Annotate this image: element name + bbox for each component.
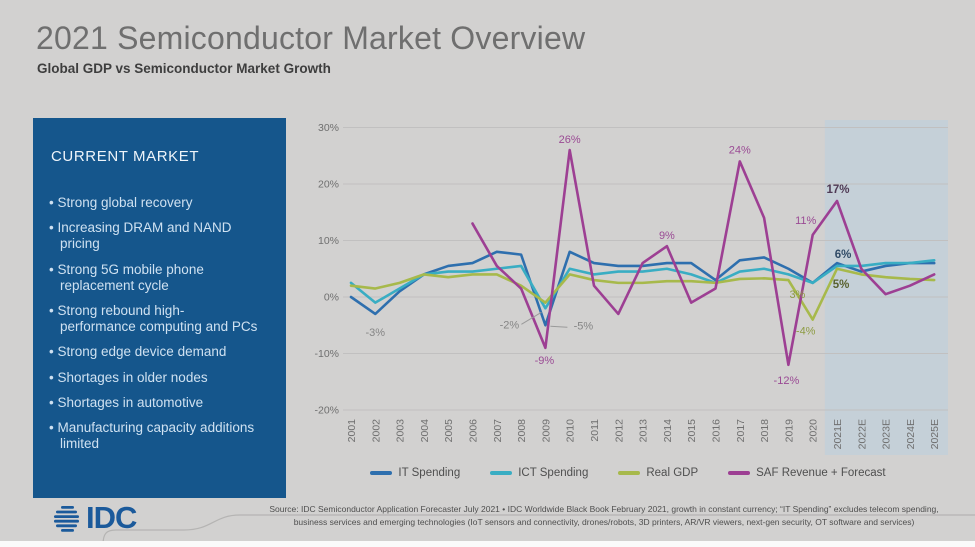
data-label: 6% xyxy=(835,249,852,261)
data-label: 3% xyxy=(789,289,805,301)
annotation-leader xyxy=(550,325,568,328)
market-bullet: Strong rebound high-performance computin… xyxy=(49,303,258,335)
x-tick-label: 2003 xyxy=(395,419,407,443)
legend-label: Real GDP xyxy=(646,467,699,479)
x-tick-label: 2005 xyxy=(443,419,455,443)
data-label: -2% xyxy=(500,319,520,331)
legend-item: IT Spending xyxy=(370,467,460,479)
series-line-saf-revenue-forecast xyxy=(471,148,936,367)
market-bullet: Shortages in older nodes xyxy=(49,370,258,386)
annotation-leader xyxy=(521,311,542,325)
data-label: 17% xyxy=(826,184,849,196)
y-tick-label: 0% xyxy=(324,292,339,304)
market-bullet: Increasing DRAM and NAND pricing xyxy=(49,220,258,252)
series-line-real-gdp xyxy=(349,267,936,321)
source-text-line2: business services and emerging technolog… xyxy=(293,516,915,527)
x-tick-label: 2011 xyxy=(589,419,601,442)
data-label: -12% xyxy=(774,375,800,387)
x-tick-label: 2014 xyxy=(662,419,674,443)
data-label: -9% xyxy=(535,355,555,367)
x-tick-label: 2017 xyxy=(735,419,747,443)
legend-swatch xyxy=(490,471,513,475)
panel-heading: CURRENT MARKET xyxy=(51,148,200,165)
y-tick-label: -10% xyxy=(314,348,339,360)
legend-swatch xyxy=(370,471,393,475)
x-tick-label: 2012 xyxy=(613,419,625,443)
x-tick-label: 2008 xyxy=(516,419,528,443)
market-bullet: Strong 5G mobile phone replacement cycle xyxy=(49,262,258,294)
x-tick-label: 2020 xyxy=(808,419,820,443)
y-tick-label: -20% xyxy=(314,405,339,417)
source-text-line1: Source: IDC Semiconductor Application Fo… xyxy=(269,504,939,514)
idc-logo: IDC xyxy=(52,500,137,536)
x-tick-label: 2006 xyxy=(468,419,480,443)
legend-item: SAF Revenue + Forecast xyxy=(728,467,886,479)
growth-chart-svg: 30% 20% 10% 0% -10% -20% 2001 2002 2003 2004 2005 2… xyxy=(314,120,948,455)
growth-chart: 30% 20% 10% 0% -10% -20% 2001 2002 2003 2004 2005 2… xyxy=(293,112,963,462)
legend-swatch xyxy=(728,471,751,475)
x-tick-label: 2013 xyxy=(638,419,650,443)
series-line-ict-spending xyxy=(349,258,936,310)
data-label: 5% xyxy=(833,279,850,291)
x-tick-label: 2025E xyxy=(929,419,941,449)
market-bullet: Shortages in automotive xyxy=(49,395,258,411)
page-subtitle: Global GDP vs Semiconductor Market Growt… xyxy=(37,61,331,76)
footer-divider xyxy=(102,514,975,546)
current-market-panel: CURRENT MARKET Strong global recovery Inc… xyxy=(33,118,286,498)
x-tick-label: 2019 xyxy=(783,419,795,443)
legend-item: ICT Spending xyxy=(490,467,588,479)
x-tick-label: 2009 xyxy=(540,419,552,443)
x-tick-label: 2001 xyxy=(346,419,358,443)
legend-swatch xyxy=(618,471,641,475)
source-text: Source: IDC Semiconductor Application Fo… xyxy=(240,503,968,529)
data-label: -4% xyxy=(796,326,816,338)
x-tick-label: 2004 xyxy=(419,419,431,443)
x-tick-label: 2024E xyxy=(905,419,917,449)
y-tick-label: 10% xyxy=(318,235,339,247)
data-label: -3% xyxy=(366,327,386,339)
forecast-band xyxy=(824,120,948,455)
market-bullet-list: Strong global recovery Increasing DRAM an… xyxy=(49,195,258,452)
data-label: 26% xyxy=(559,134,581,146)
x-tick-label: 2002 xyxy=(370,419,382,443)
x-tick-label: 2023E xyxy=(881,419,893,449)
market-bullet: Manufacturing capacity additions limited xyxy=(49,420,258,452)
x-tick-label: 2016 xyxy=(711,419,723,443)
x-tick-label: 2021E xyxy=(832,419,844,449)
data-label: -5% xyxy=(574,320,594,332)
chart-legend: IT Spending ICT Spending Real GDP SAF Reven… xyxy=(293,467,963,479)
x-tick-label: 2015 xyxy=(686,419,698,443)
data-label: 24% xyxy=(729,144,751,156)
bottom-strip xyxy=(0,541,975,547)
x-tick-label: 2022E xyxy=(856,419,868,449)
legend-label: ICT Spending xyxy=(518,467,589,479)
page-title: 2021 Semiconductor Market Overview xyxy=(36,20,586,56)
x-tick-label: 2018 xyxy=(759,419,771,443)
x-tick-label: 2007 xyxy=(492,419,504,443)
idc-globe-icon xyxy=(54,505,79,532)
x-tick-label: 2010 xyxy=(565,419,577,443)
legend-label: IT Spending xyxy=(398,467,461,479)
y-tick-label: 30% xyxy=(318,122,339,134)
data-label: 9% xyxy=(659,230,675,242)
y-tick-label: 20% xyxy=(318,179,339,191)
legend-item: Real GDP xyxy=(618,467,698,479)
data-label: 11% xyxy=(795,215,816,227)
idc-logo-text: IDC xyxy=(86,500,137,535)
legend-label: SAF Revenue + Forecast xyxy=(756,467,886,479)
market-bullet: Strong global recovery xyxy=(49,195,258,211)
market-bullet: Strong edge device demand xyxy=(49,344,258,360)
